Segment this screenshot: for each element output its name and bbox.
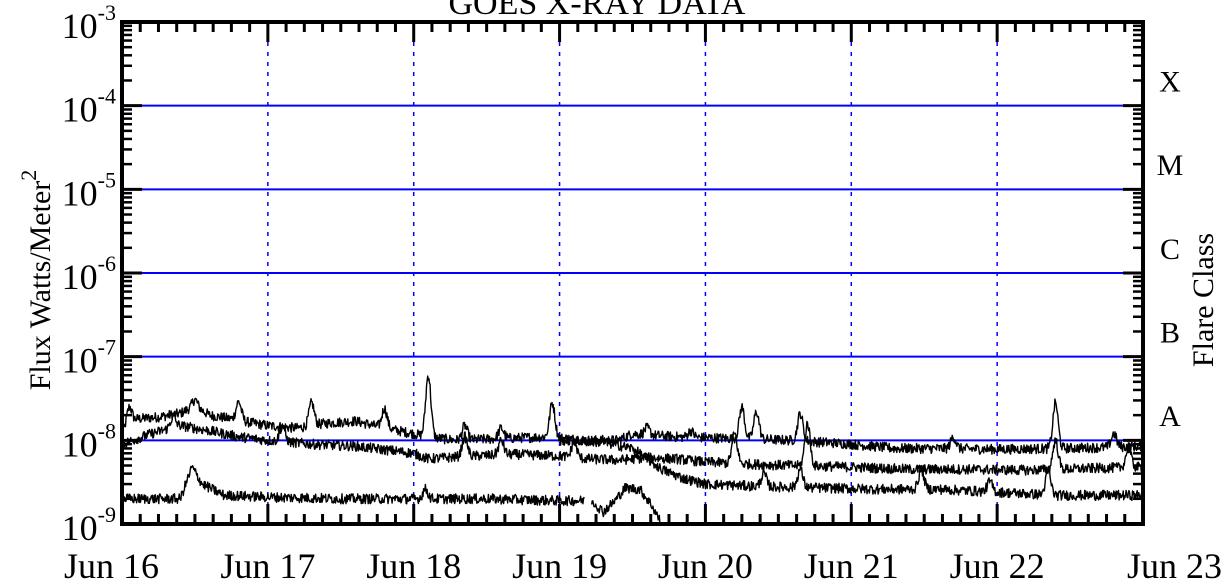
x-tick-label: Jun 20	[658, 546, 753, 583]
flare-class-label: C	[1160, 233, 1180, 266]
data-series	[121, 375, 1144, 525]
flux-series-line	[121, 413, 1144, 476]
y2-axis-label: Flare Class	[1187, 233, 1220, 367]
x-tick-labels: Jun 16 Jun 17 Jun 18 Jun 19 Jun 20 Jun 21 Jun …	[64, 546, 1222, 583]
x-tick-label: Jun 17	[220, 546, 315, 583]
flux-series-line	[121, 465, 585, 507]
y-tick-label: 10-8	[62, 418, 116, 464]
y-tick-label: 10-5	[62, 167, 116, 213]
x-tick-label: Jun 18	[366, 546, 461, 583]
y-tick-label: 10-4	[62, 84, 116, 130]
y-tick-label: 10-9	[62, 502, 116, 548]
y-axis-label: Flux Watts/Meter2	[16, 170, 57, 391]
flux-series-line	[121, 375, 1144, 455]
chart-title: GOES X-RAY DATA	[448, 0, 745, 22]
y-axis-label-exponent: 2	[16, 170, 41, 181]
x-tick-label: Jun 21	[804, 546, 899, 583]
y-tick-label: 10-3	[62, 0, 116, 46]
x-tick-label: Jun 22	[950, 546, 1045, 583]
y-tick-label: 10-7	[62, 335, 116, 381]
flare-class-label: A	[1159, 400, 1181, 433]
x-tick-label: Jun 23	[1127, 546, 1222, 583]
x-tick-label: Jun 16	[64, 546, 159, 583]
flare-class-label: M	[1157, 149, 1184, 182]
x-tick-label: Jun 19	[512, 546, 607, 583]
y-tick-label: 10-6	[62, 251, 116, 297]
flux-series-line	[591, 483, 662, 525]
plot-frame	[120, 20, 1145, 526]
flare-class-label: X	[1159, 66, 1181, 99]
y-tick-labels: 10-9 10-8 10-7 10-6 10-5 10-4 10-3	[62, 0, 116, 548]
flare-class-labels: A B C M X	[1157, 66, 1184, 434]
flux-series-line	[558, 435, 1144, 502]
flare-class-label: B	[1160, 317, 1180, 350]
